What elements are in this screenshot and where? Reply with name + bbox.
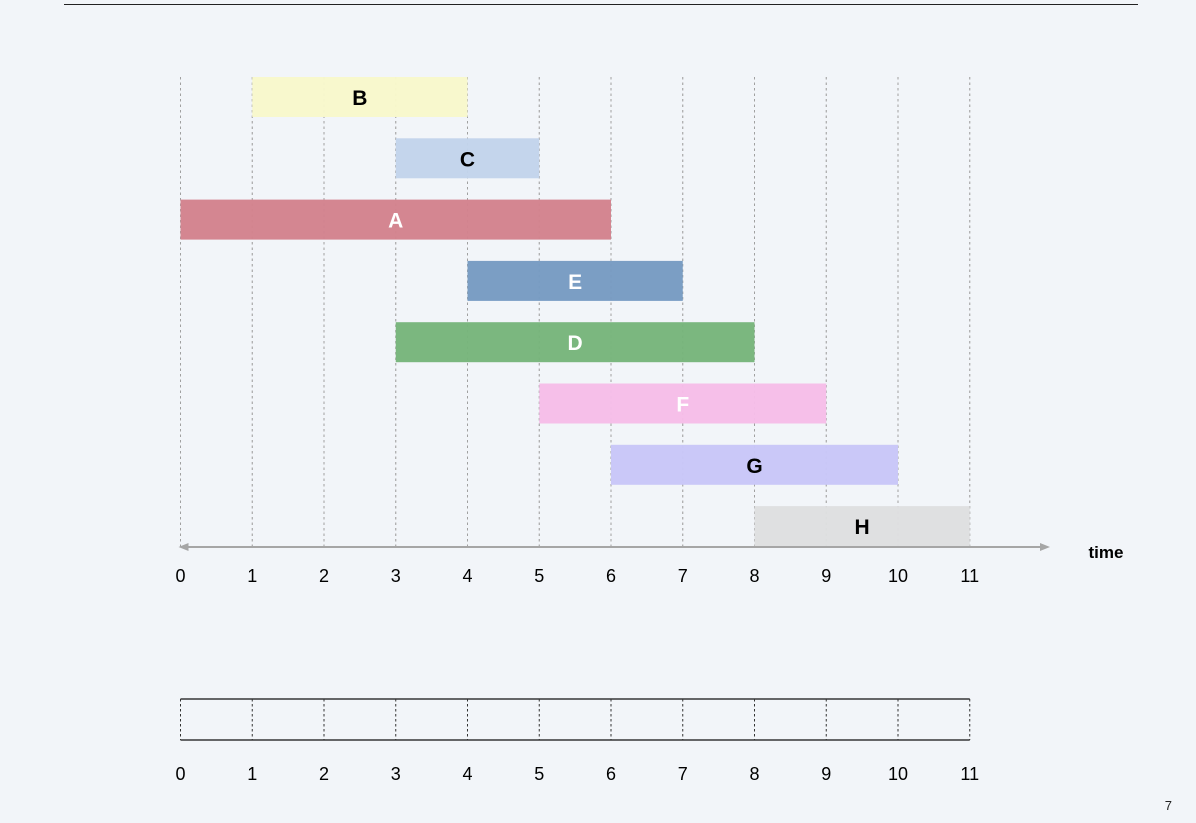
job-bar-b [252, 77, 468, 117]
tick-label-10: 10 [888, 566, 908, 586]
job-label-h: H [855, 516, 870, 539]
timeline-tick-label-4: 4 [462, 764, 472, 784]
job-bar-d [395, 322, 755, 363]
job-label-f: F [676, 394, 689, 417]
time-axis: time [178, 543, 1124, 562]
timeline-tick-label-0: 0 [175, 764, 185, 784]
tick-label-7: 7 [678, 566, 688, 586]
job-bar-c [395, 138, 540, 179]
empty-timeline [180, 698, 971, 741]
job-label-g: G [746, 455, 762, 478]
timeline-tick-label-2: 2 [319, 764, 329, 784]
job-bar-g [611, 444, 898, 485]
tick-label-4: 4 [462, 566, 472, 586]
page-number: 7 [1164, 798, 1172, 813]
tick-label-9: 9 [821, 566, 831, 586]
time-ticks: 0 1 2 3 4 5 6 7 8 9 10 11 [175, 566, 979, 586]
timeline-tick-label-6: 6 [606, 764, 616, 784]
top-rule [64, 4, 1138, 5]
job-label-e: E [568, 271, 582, 294]
timeline-tick-label-11: 11 [960, 764, 979, 784]
timeline-tick-label-9: 9 [821, 764, 831, 784]
job-bars: B C A E D F G H [180, 77, 970, 547]
job-label-a: A [388, 210, 403, 233]
tick-label-3: 3 [391, 566, 401, 586]
tick-label-1: 1 [247, 566, 257, 586]
timeline-tick-label-1: 1 [247, 764, 257, 784]
tick-label-8: 8 [749, 566, 759, 586]
axis-arrow-left [178, 543, 189, 551]
job-bar-h [754, 506, 970, 547]
tick-label-0: 0 [175, 566, 185, 586]
tick-label-6: 6 [606, 566, 616, 586]
timeline-ticks: 0 1 2 3 4 5 6 7 8 9 10 11 [175, 764, 979, 784]
job-label-b: B [352, 87, 367, 110]
tick-label-2: 2 [319, 566, 329, 586]
job-bar-f [539, 383, 827, 424]
tick-label-5: 5 [534, 566, 544, 586]
axis-label: time [1089, 543, 1124, 562]
axis-arrow-right [1040, 543, 1050, 551]
job-label-d: D [568, 332, 583, 355]
timeline-tick-label-10: 10 [888, 764, 908, 784]
tick-label-11: 11 [960, 566, 979, 586]
timeline-tick-label-8: 8 [749, 764, 759, 784]
timeline-tick-label-3: 3 [391, 764, 401, 784]
job-bar-a [180, 199, 611, 240]
timeline-tick-label-7: 7 [678, 764, 688, 784]
timeline-tick-label-5: 5 [534, 764, 544, 784]
job-bar-e [467, 260, 683, 301]
job-label-c: C [460, 148, 475, 171]
